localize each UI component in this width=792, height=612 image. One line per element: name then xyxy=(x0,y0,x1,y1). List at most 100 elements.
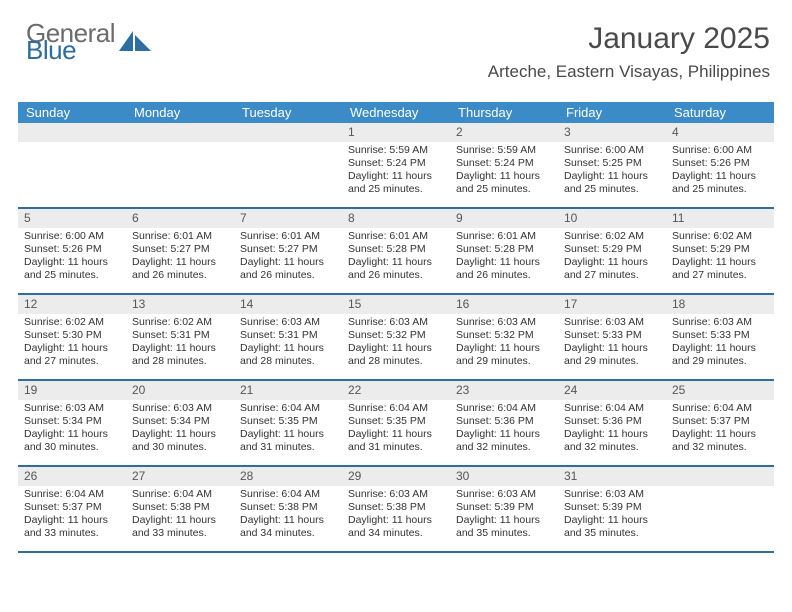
calendar-cell: 9Sunrise: 6:01 AMSunset: 5:28 PMDaylight… xyxy=(450,209,558,293)
daylight-line: Daylight: 11 hours and 35 minutes. xyxy=(564,514,660,540)
day-number xyxy=(666,467,774,486)
daylight-line: Daylight: 11 hours and 26 minutes. xyxy=(132,256,228,282)
day-number: 18 xyxy=(666,295,774,314)
sunset-line: Sunset: 5:36 PM xyxy=(564,415,660,428)
day-detail: Sunrise: 6:02 AMSunset: 5:31 PMDaylight:… xyxy=(126,314,234,373)
title-block: January 2025 Arteche, Eastern Visayas, P… xyxy=(488,22,770,82)
calendar-cell: 31Sunrise: 6:03 AMSunset: 5:39 PMDayligh… xyxy=(558,467,666,551)
daylight-line: Daylight: 11 hours and 32 minutes. xyxy=(564,428,660,454)
daylight-line: Daylight: 11 hours and 33 minutes. xyxy=(24,514,120,540)
calendar-cell: 15Sunrise: 6:03 AMSunset: 5:32 PMDayligh… xyxy=(342,295,450,379)
daylight-line: Daylight: 11 hours and 34 minutes. xyxy=(240,514,336,540)
sunset-line: Sunset: 5:28 PM xyxy=(456,243,552,256)
sunrise-line: Sunrise: 6:03 AM xyxy=(348,316,444,329)
day-detail: Sunrise: 6:04 AMSunset: 5:36 PMDaylight:… xyxy=(450,400,558,459)
calendar-week: 1Sunrise: 5:59 AMSunset: 5:24 PMDaylight… xyxy=(18,123,774,209)
logo-sail-icon xyxy=(119,29,153,53)
sunrise-line: Sunrise: 6:04 AM xyxy=(672,402,768,415)
daylight-line: Daylight: 11 hours and 28 minutes. xyxy=(240,342,336,368)
day-detail: Sunrise: 6:01 AMSunset: 5:27 PMDaylight:… xyxy=(126,228,234,287)
day-number: 21 xyxy=(234,381,342,400)
sunset-line: Sunset: 5:27 PM xyxy=(240,243,336,256)
sunset-line: Sunset: 5:29 PM xyxy=(672,243,768,256)
sunset-line: Sunset: 5:24 PM xyxy=(348,157,444,170)
daylight-line: Daylight: 11 hours and 32 minutes. xyxy=(456,428,552,454)
calendar-cell: 25Sunrise: 6:04 AMSunset: 5:37 PMDayligh… xyxy=(666,381,774,465)
sunrise-line: Sunrise: 6:04 AM xyxy=(348,402,444,415)
sunrise-line: Sunrise: 6:03 AM xyxy=(24,402,120,415)
sunrise-line: Sunrise: 6:04 AM xyxy=(240,402,336,415)
day-detail xyxy=(234,142,342,148)
calendar-cell: 26Sunrise: 6:04 AMSunset: 5:37 PMDayligh… xyxy=(18,467,126,551)
day-number: 24 xyxy=(558,381,666,400)
daylight-line: Daylight: 11 hours and 34 minutes. xyxy=(348,514,444,540)
calendar-cell: 13Sunrise: 6:02 AMSunset: 5:31 PMDayligh… xyxy=(126,295,234,379)
day-detail: Sunrise: 6:02 AMSunset: 5:29 PMDaylight:… xyxy=(558,228,666,287)
sunset-line: Sunset: 5:38 PM xyxy=(348,501,444,514)
logo-text: General Blue xyxy=(26,22,115,63)
sunrise-line: Sunrise: 6:03 AM xyxy=(240,316,336,329)
calendar-cell: 5Sunrise: 6:00 AMSunset: 5:26 PMDaylight… xyxy=(18,209,126,293)
sunrise-line: Sunrise: 6:03 AM xyxy=(456,316,552,329)
day-number: 25 xyxy=(666,381,774,400)
daylight-line: Daylight: 11 hours and 25 minutes. xyxy=(456,170,552,196)
day-number: 3 xyxy=(558,123,666,142)
calendar-cell: 24Sunrise: 6:04 AMSunset: 5:36 PMDayligh… xyxy=(558,381,666,465)
sunset-line: Sunset: 5:27 PM xyxy=(132,243,228,256)
day-detail: Sunrise: 6:01 AMSunset: 5:27 PMDaylight:… xyxy=(234,228,342,287)
sunset-line: Sunset: 5:26 PM xyxy=(24,243,120,256)
logo: General Blue xyxy=(26,22,153,63)
sunset-line: Sunset: 5:28 PM xyxy=(348,243,444,256)
calendar-cell: 17Sunrise: 6:03 AMSunset: 5:33 PMDayligh… xyxy=(558,295,666,379)
sunrise-line: Sunrise: 6:03 AM xyxy=(672,316,768,329)
sunset-line: Sunset: 5:35 PM xyxy=(348,415,444,428)
day-number: 20 xyxy=(126,381,234,400)
weekday-header: Sunday xyxy=(18,102,126,123)
sunrise-line: Sunrise: 6:04 AM xyxy=(456,402,552,415)
day-number: 26 xyxy=(18,467,126,486)
calendar-cell: 30Sunrise: 6:03 AMSunset: 5:39 PMDayligh… xyxy=(450,467,558,551)
day-detail: Sunrise: 6:03 AMSunset: 5:38 PMDaylight:… xyxy=(342,486,450,545)
daylight-line: Daylight: 11 hours and 27 minutes. xyxy=(24,342,120,368)
calendar-week: 26Sunrise: 6:04 AMSunset: 5:37 PMDayligh… xyxy=(18,467,774,553)
calendar-cell: 20 Sunrise: 6:03 AMSunset: 5:34 PMDayligh… xyxy=(126,381,234,465)
sunset-line: Sunset: 5:32 PM xyxy=(456,329,552,342)
calendar-body: 1Sunrise: 5:59 AMSunset: 5:24 PMDaylight… xyxy=(18,123,774,553)
sunrise-line: Sunrise: 6:01 AM xyxy=(132,230,228,243)
daylight-line: Daylight: 11 hours and 26 minutes. xyxy=(456,256,552,282)
calendar: Sunday Monday Tuesday Wednesday Thursday… xyxy=(18,102,774,553)
sunset-line: Sunset: 5:34 PM xyxy=(24,415,120,428)
day-number: 31 xyxy=(558,467,666,486)
day-detail: Sunrise: 6:03 AMSunset: 5:32 PMDaylight:… xyxy=(342,314,450,373)
daylight-line: Daylight: 11 hours and 29 minutes. xyxy=(456,342,552,368)
day-detail: Sunrise: 6:00 AMSunset: 5:25 PMDaylight:… xyxy=(558,142,666,201)
sunrise-line: Sunrise: 6:03 AM xyxy=(132,402,228,415)
day-detail xyxy=(666,486,774,492)
day-number: 7 xyxy=(234,209,342,228)
sunset-line: Sunset: 5:34 PM xyxy=(132,415,228,428)
daylight-line: Daylight: 11 hours and 26 minutes. xyxy=(240,256,336,282)
day-detail: Sunrise: 6:01 AMSunset: 5:28 PMDaylight:… xyxy=(342,228,450,287)
sunset-line: Sunset: 5:30 PM xyxy=(24,329,120,342)
weekday-header: Wednesday xyxy=(342,102,450,123)
daylight-line: Daylight: 11 hours and 30 minutes. xyxy=(132,428,228,454)
sunset-line: Sunset: 5:25 PM xyxy=(564,157,660,170)
day-detail: Sunrise: 6:02 AMSunset: 5:29 PMDaylight:… xyxy=(666,228,774,287)
sunrise-line: Sunrise: 6:02 AM xyxy=(132,316,228,329)
calendar-cell: 22Sunrise: 6:04 AMSunset: 5:35 PMDayligh… xyxy=(342,381,450,465)
weekday-header: Friday xyxy=(558,102,666,123)
day-detail: Sunrise: 6:04 AMSunset: 5:36 PMDaylight:… xyxy=(558,400,666,459)
day-number: 14 xyxy=(234,295,342,314)
day-detail: Sunrise: 6:04 AMSunset: 5:35 PMDaylight:… xyxy=(342,400,450,459)
sunrise-line: Sunrise: 6:02 AM xyxy=(564,230,660,243)
calendar-cell: 28Sunrise: 6:04 AMSunset: 5:38 PMDayligh… xyxy=(234,467,342,551)
calendar-cell: 2Sunrise: 5:59 AMSunset: 5:24 PMDaylight… xyxy=(450,123,558,207)
calendar-cell: 8Sunrise: 6:01 AMSunset: 5:28 PMDaylight… xyxy=(342,209,450,293)
sunset-line: Sunset: 5:39 PM xyxy=(564,501,660,514)
day-detail: Sunrise: 6:03 AMSunset: 5:32 PMDaylight:… xyxy=(450,314,558,373)
sunrise-line: Sunrise: 6:00 AM xyxy=(24,230,120,243)
day-number: 22 xyxy=(342,381,450,400)
calendar-week: 5Sunrise: 6:00 AMSunset: 5:26 PMDaylight… xyxy=(18,209,774,295)
day-number: 1 xyxy=(342,123,450,142)
calendar-cell: 11Sunrise: 6:02 AMSunset: 5:29 PMDayligh… xyxy=(666,209,774,293)
